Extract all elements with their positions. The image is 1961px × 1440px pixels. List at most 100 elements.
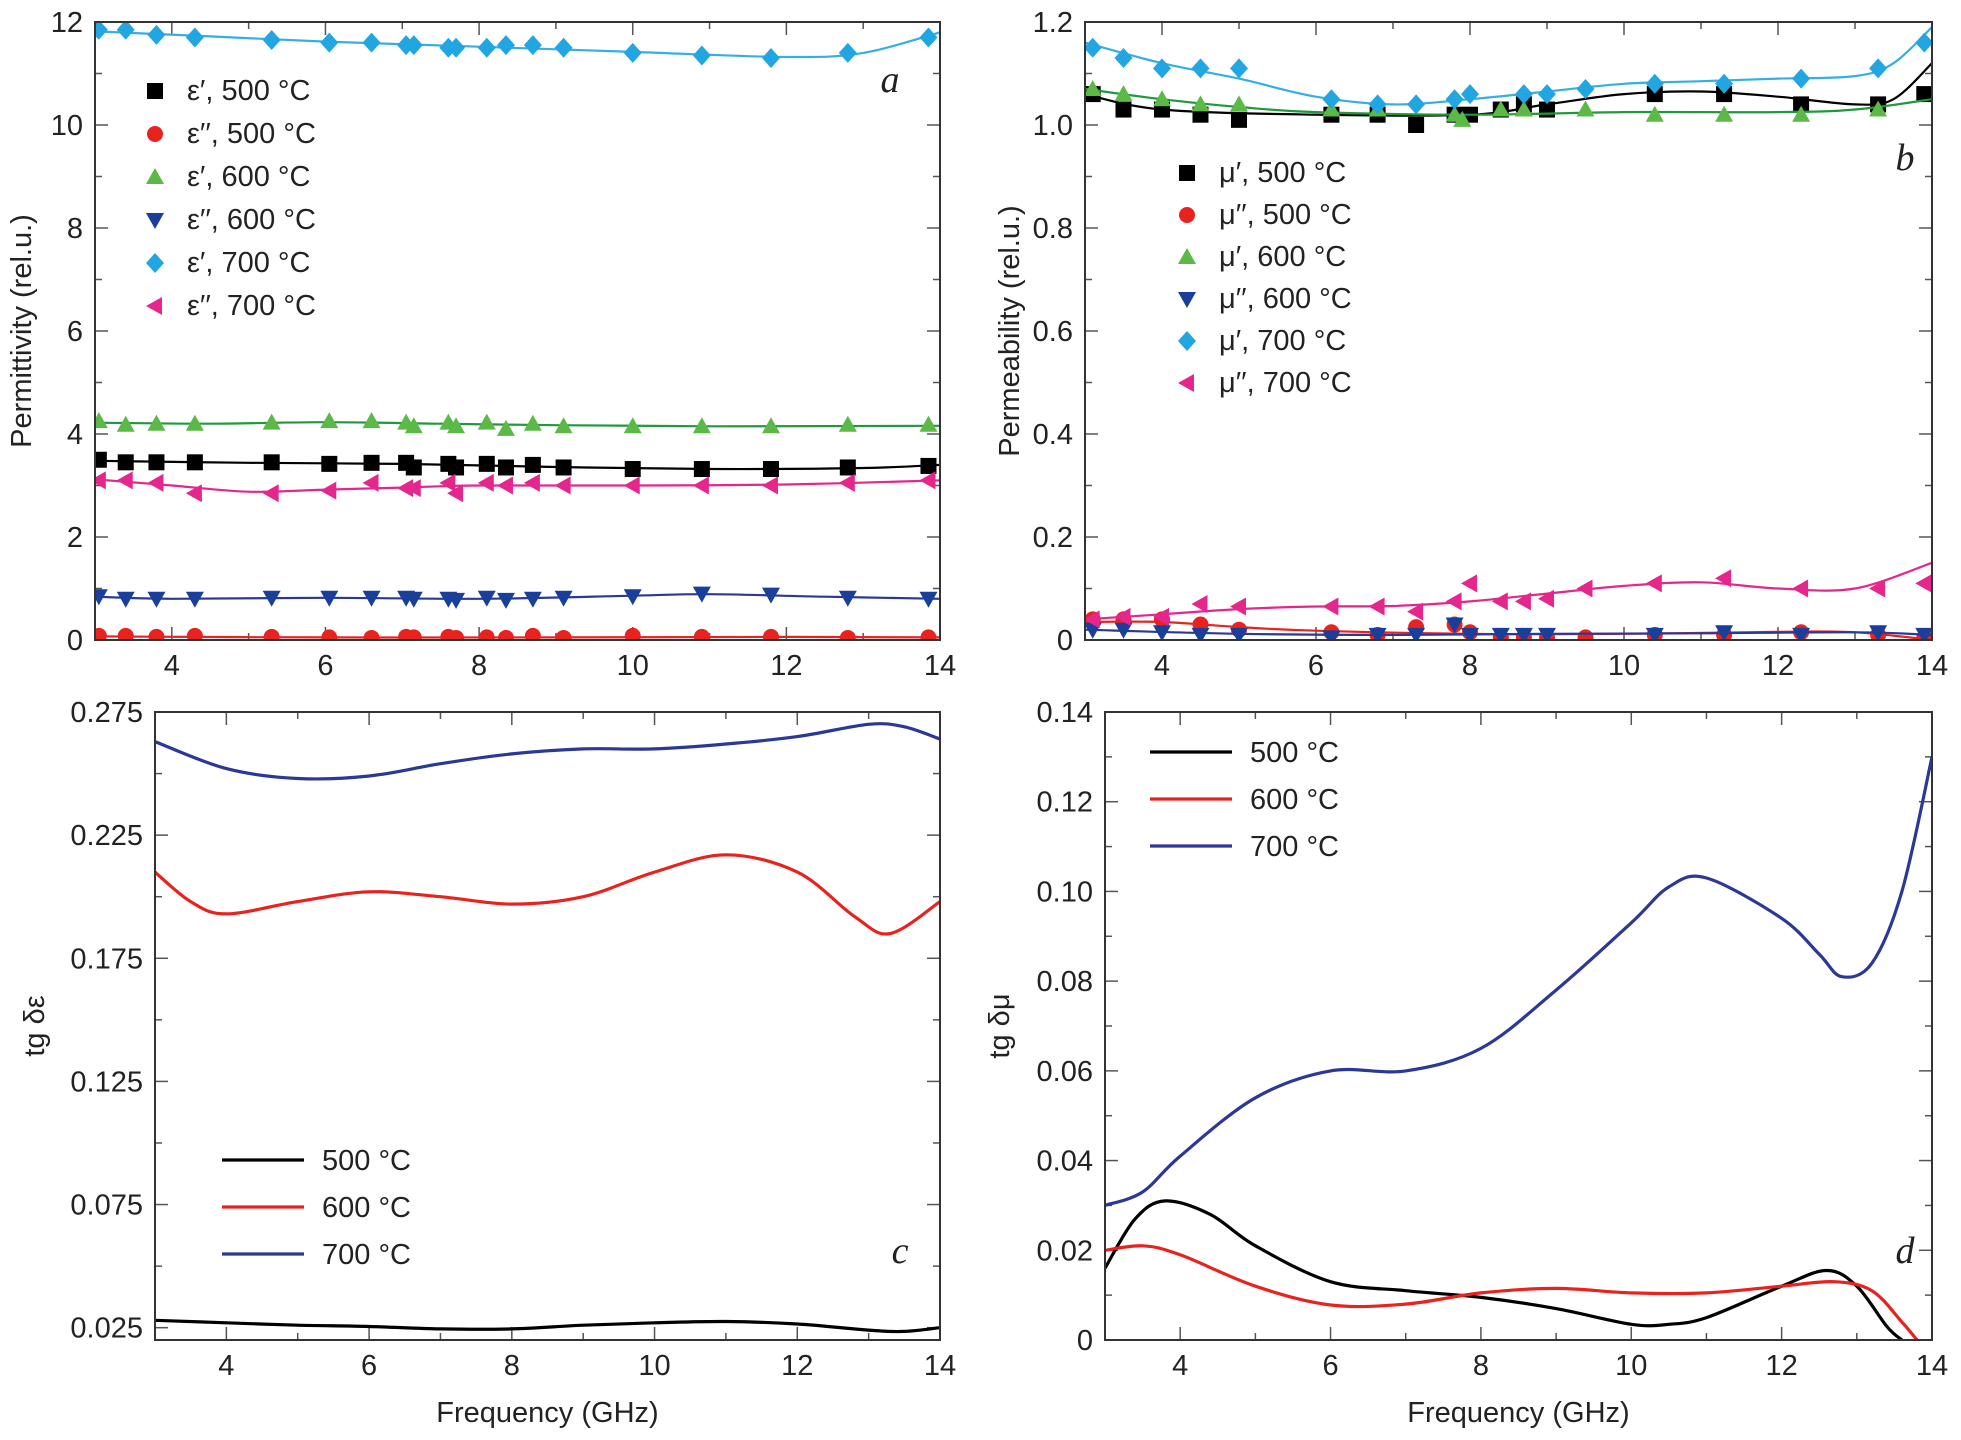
y-axis-title: Permittivity (rel.u.) (6, 214, 38, 448)
y-tick-label: 0.2 (1033, 522, 1073, 554)
data-point (147, 591, 166, 608)
series-line (1085, 561, 1932, 621)
data-point (185, 27, 204, 48)
y-tick-label: 10 (51, 110, 83, 142)
series-line (95, 30, 940, 59)
x-tick-label: 4 (1154, 650, 1170, 682)
y-tick-label: 0 (1057, 625, 1073, 657)
axis-ticks (94, 21, 941, 641)
data-point (1407, 627, 1426, 640)
legend-marker (146, 297, 162, 315)
data-point (477, 473, 494, 492)
data-point (186, 627, 203, 640)
data-point (524, 456, 541, 473)
data-point (447, 592, 466, 609)
data-point (1322, 89, 1341, 110)
data-point (524, 627, 541, 640)
data-point (362, 32, 381, 53)
legend-marker (147, 126, 163, 142)
data-point (263, 454, 280, 471)
data-point (116, 22, 135, 40)
panel-letter: b (1896, 137, 1915, 179)
data-point (447, 417, 466, 434)
data-point (95, 471, 106, 490)
legend: ε′, 500 °C ε′′, 500 °C ε′, 600 °C ε′′, 600 … (146, 75, 316, 322)
data-point (1153, 625, 1171, 640)
data-point (693, 461, 710, 478)
data-point (1445, 617, 1464, 634)
panel-c: 4 6 8 10 12 14 0.025 0.075 0.125 0.175 0.225 0.275 t… (19, 697, 956, 1429)
x-tick-label: 10 (1615, 1350, 1647, 1382)
data-point (1322, 597, 1339, 616)
data-point (1114, 48, 1133, 69)
data-point (1153, 607, 1169, 626)
plot-area (155, 722, 940, 1334)
x-tick-label: 8 (471, 650, 487, 682)
data-point (321, 629, 338, 640)
legend-marker (146, 168, 164, 184)
data-point (839, 459, 856, 476)
data-point (1514, 84, 1533, 105)
data-point (1792, 579, 1809, 598)
data-point (1191, 627, 1210, 640)
series-line (155, 853, 940, 936)
series-line (1105, 1244, 1919, 1340)
legend-label: 700 °C (322, 1239, 411, 1271)
data-point (448, 459, 465, 476)
data-point (1407, 602, 1424, 621)
data-point (496, 476, 513, 495)
data-point (404, 417, 423, 434)
data-point (1514, 592, 1531, 611)
y-tick-label: 0.04 (1037, 1146, 1093, 1178)
data-point (762, 587, 780, 604)
legend-label: μ′′, 700 °C (1219, 367, 1352, 399)
data-point (1085, 79, 1102, 96)
data-point (919, 415, 938, 432)
data-point (1869, 100, 1888, 117)
data-point (496, 419, 515, 436)
x-tick-label: 12 (781, 1350, 813, 1382)
data-point (1491, 627, 1510, 640)
data-point (117, 627, 134, 640)
y-tick-label: 0.025 (70, 1313, 143, 1345)
data-point (263, 628, 280, 640)
y-tick-label: 0.02 (1037, 1235, 1093, 1267)
data-point (1715, 569, 1732, 588)
data-point (1538, 627, 1556, 640)
data-point (1514, 100, 1533, 117)
data-point (839, 629, 856, 640)
plot-frame (154, 711, 941, 1341)
series-line (95, 635, 940, 639)
y-tick-label: 12 (51, 7, 83, 39)
x-tick-label: 8 (1473, 1350, 1489, 1382)
panel-letter: a (881, 59, 900, 101)
y-tick-label: 0.125 (70, 1066, 143, 1098)
y-tick-label: 0.08 (1037, 966, 1093, 998)
legend-marker (1178, 331, 1196, 351)
data-point (1445, 89, 1464, 110)
legend-marker (147, 83, 163, 99)
data-point (116, 471, 133, 490)
y-tick-label: 0.175 (70, 943, 143, 975)
data-point (363, 629, 380, 640)
data-point (1645, 627, 1664, 640)
data-point (762, 48, 780, 69)
data-point (763, 461, 779, 478)
data-point (1231, 111, 1247, 128)
legend-label: μ′′, 600 °C (1219, 283, 1352, 315)
x-tick-label: 14 (924, 1350, 956, 1382)
data-point (1085, 37, 1102, 58)
x-tick-label: 6 (1308, 650, 1324, 682)
series-line (1085, 26, 1932, 106)
data-point (1792, 105, 1811, 122)
x-tick-label: 6 (1322, 1350, 1338, 1382)
x-tick-label: 10 (1608, 650, 1640, 682)
data-point (1577, 629, 1594, 640)
data-point (624, 627, 641, 640)
data-point (117, 454, 134, 471)
data-point (838, 415, 857, 432)
data-point (1645, 105, 1664, 122)
data-point (148, 628, 165, 640)
data-point (362, 473, 379, 492)
series-line (1105, 1199, 1903, 1340)
